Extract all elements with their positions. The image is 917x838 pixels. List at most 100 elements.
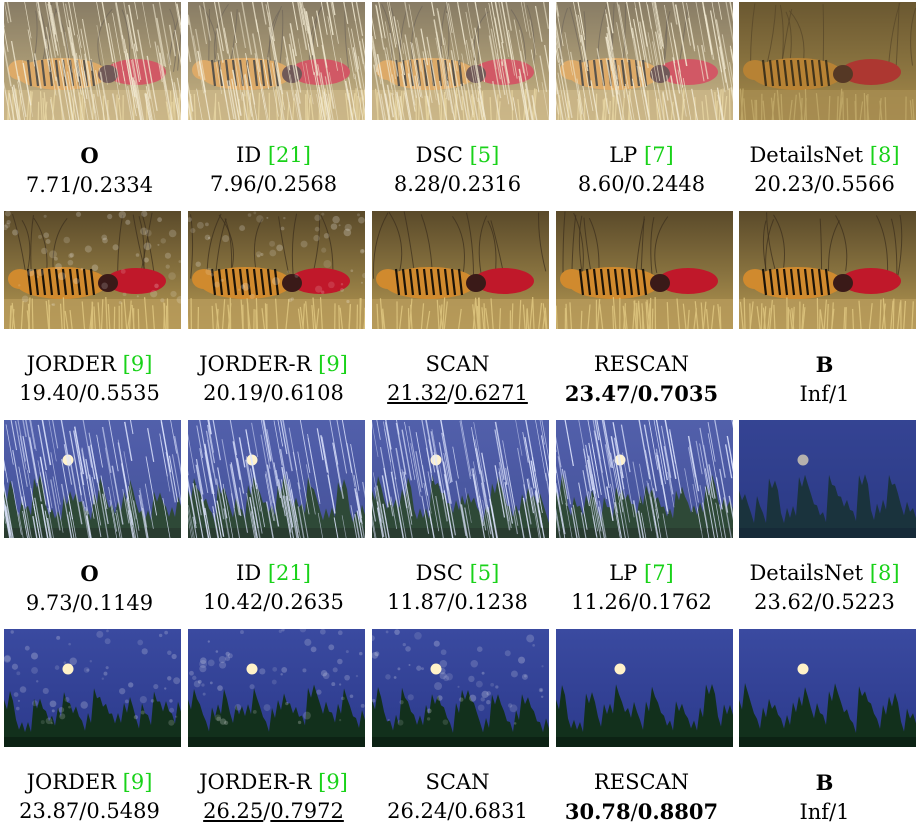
psnr-value: 7.71 [25,173,73,197]
method-name: B [815,770,834,795]
method-name-line: O [0,559,181,589]
ssim-value: 0.2635 [270,590,344,614]
metric-separator: / [79,799,87,823]
citation-link[interactable]: [9] [122,352,153,376]
tiger-result-image [372,2,549,120]
ssim-value: 0.6831 [454,799,528,823]
psnr-value: 20.23 [754,172,815,196]
citation-link[interactable]: [5] [469,143,500,167]
ssim-value: 0.8807 [637,799,719,824]
method-name: ID [236,561,268,585]
moon-thumbnail [4,420,181,538]
tiger-thumbnail [188,2,365,120]
moon-thumbnail [556,420,733,538]
method-name-line: RESCAN [550,768,733,797]
figure-row-moon: O 9.73/0.1149 ID [21] 10.42/0.2635 DSC [5] 11… [0,420,917,629]
tiger-result-image [4,211,181,329]
metric-separator: / [631,590,639,614]
metric-line: 23.87/0.5489 [0,797,181,826]
moon-thumbnail [188,420,365,538]
tiger-thumbnail [372,2,549,120]
psnr-value: 30.78 [564,799,631,824]
citation-link[interactable]: [7] [644,561,674,585]
tiger-result-image [188,211,365,329]
ssim-value: 0.5223 [821,590,895,614]
method-name: ID [236,143,268,167]
method-name-line: DSC [5] [366,141,549,170]
method-name-line: ID [21] [182,141,365,170]
metric-separator: / [814,590,822,614]
psnr-value: Inf [799,800,830,824]
psnr-value: 9.73 [25,591,73,615]
metric-separator: / [263,381,271,405]
ssim-value: 0.5535 [86,381,160,405]
tiger-result-image [739,2,916,120]
ssim-value: 0.5566 [821,172,895,196]
metric-separator: / [814,172,822,196]
result-caption: DSC [5] 11.87/0.1238 [366,559,549,617]
figure-row-tiger: JORDER [9] 19.40/0.5535 JORDER-R [9] 20.19/… [0,211,917,420]
tiger-result-image [556,2,733,120]
ssim-value: 0.5489 [86,799,160,823]
tiger-thumbnail [372,211,549,329]
metric-separator: / [447,381,455,405]
citation-link[interactable]: [7] [644,143,674,167]
method-name-line: JORDER [9] [0,350,181,379]
metric-separator: / [256,172,264,196]
metric-line: Inf/1 [733,380,916,409]
ssim-value: 0.2316 [447,172,522,196]
metric-line: 20.23/0.5566 [733,170,916,199]
result-caption: LP [7] 8.60/0.2448 [550,141,733,199]
citation-link[interactable]: [21] [267,143,311,167]
result-caption: LP [7] 11.26/0.1762 [550,559,733,617]
method-name: RESCAN [593,352,690,376]
metric-separator: / [630,382,638,406]
method-name: DetailsNet [749,143,870,167]
citation-link[interactable]: [9] [122,770,153,794]
ssim-value: 0.6108 [270,381,344,405]
citation-link[interactable]: [9] [318,352,348,376]
result-caption: JORDER [9] 23.87/0.5489 [0,768,181,826]
method-name: O [80,561,99,586]
method-name: JORDER-R [199,352,319,376]
citation-link[interactable]: [8] [869,143,900,167]
ssim-value: 0.2448 [631,172,706,196]
method-name-line: SCAN [366,768,549,797]
metric-line: 7.71/0.2334 [0,171,181,200]
tiger-result-image [4,2,181,120]
moon-result-image [4,629,181,747]
result-caption: SCAN 21.32/0.6271 [366,350,549,408]
psnr-value: 19.40 [19,381,80,405]
method-name-line: LP [7] [550,559,733,588]
method-name-line: DSC [5] [366,559,549,588]
metric-separator: / [447,799,455,823]
method-name-line: ID [21] [182,559,365,588]
result-caption: O 9.73/0.1149 [0,559,181,618]
tiger-thumbnail [739,211,916,329]
moon-thumbnail [556,629,733,747]
metric-separator: / [263,799,271,823]
metric-line: 21.32/0.6271 [366,379,549,408]
ssim-value: 1 [836,800,850,824]
moon-result-image [372,420,549,538]
moon-result-image [556,629,733,747]
method-name-line: DetailsNet [8] [733,559,916,588]
tiger-result-image [188,2,365,120]
citation-link[interactable]: [8] [869,561,900,585]
citation-link[interactable]: [5] [469,561,500,585]
citation-link[interactable]: [9] [318,770,348,794]
psnr-value: 26.24 [387,799,448,823]
metric-line: 30.78/0.8807 [550,797,733,827]
method-name: DetailsNet [749,561,870,585]
psnr-value: 11.26 [571,590,632,614]
method-name-line: JORDER-R [9] [182,768,365,797]
metric-line: 11.26/0.1762 [550,588,733,617]
result-caption: B Inf/1 [733,350,916,409]
method-name: DSC [415,561,470,585]
moon-result-image [188,629,365,747]
ssim-value: 0.1149 [79,591,154,615]
citation-link[interactable]: [21] [267,561,311,585]
result-caption: RESCAN 23.47/0.7035 [550,350,733,409]
moon-result-image [739,629,916,747]
ssim-value: 0.1762 [638,590,712,614]
